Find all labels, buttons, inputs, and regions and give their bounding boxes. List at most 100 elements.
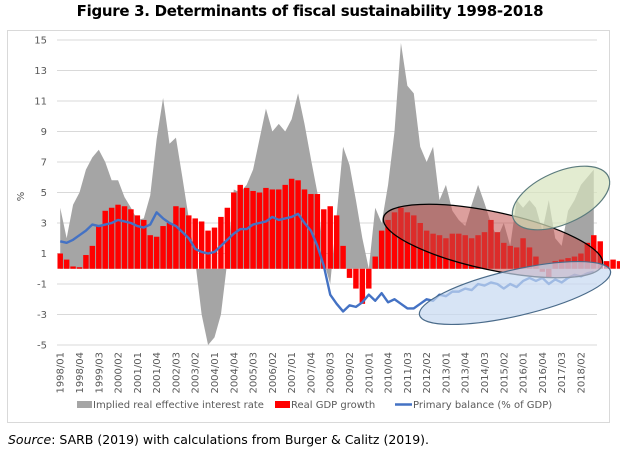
x-axis-ticks: 1998/01 1998/04 1999/03 2000/02 2001/01 2001/… xyxy=(56,352,588,394)
gdp-bar xyxy=(128,209,134,269)
x-tick-label: 2005/03 xyxy=(249,352,260,394)
gdp-bar xyxy=(346,268,353,278)
gdp-bar xyxy=(231,192,237,269)
gdp-bar xyxy=(96,226,102,269)
y-axis-label: % xyxy=(16,192,27,202)
x-tick-label: 2017/03 xyxy=(557,352,568,394)
gdp-bar xyxy=(192,218,198,269)
gdp-bar xyxy=(276,189,282,269)
gdp-bar xyxy=(121,206,128,269)
x-tick-label: 2013/01 xyxy=(441,352,452,394)
gdp-bar xyxy=(353,268,359,289)
annotation-ellipses xyxy=(382,165,612,326)
x-tick-label: 2010/04 xyxy=(384,352,395,394)
y-tick-label: -3 xyxy=(37,310,47,321)
x-tick-label: 2018/02 xyxy=(576,352,587,394)
gdp-bar xyxy=(288,178,295,269)
gdp-bar xyxy=(321,209,327,269)
source-note: Source: SARB (2019) with calculations fr… xyxy=(8,432,429,447)
x-tick-label: 2014/03 xyxy=(480,352,491,394)
x-tick-label: 2007/01 xyxy=(287,352,298,394)
gdp-bar xyxy=(314,194,321,269)
y-tick-label: 13 xyxy=(34,66,47,77)
annotation-ellipse-green xyxy=(511,165,611,231)
x-tick-label: 2001/01 xyxy=(133,352,144,394)
gdp-bar xyxy=(340,245,346,269)
legend: Implied real effective interest rate Rea… xyxy=(77,400,552,411)
gdp-bar xyxy=(211,227,218,269)
legend-swatch-gdp xyxy=(275,401,290,408)
legend-label-interest: Implied real effective interest rate xyxy=(93,400,264,411)
gdp-bar xyxy=(327,206,333,269)
x-tick-label: 2004/04 xyxy=(229,352,240,394)
y-tick-label: -1 xyxy=(37,280,47,291)
gdp-bar xyxy=(83,255,89,269)
gdp-bar xyxy=(179,207,186,269)
y-tick-label: 11 xyxy=(34,97,47,108)
legend-label-primary-balance: Primary balance (% of GDP) xyxy=(413,400,552,411)
y-axis-ticks: 15 13 11 9 7 5 3 1 -1 -3 -5 xyxy=(34,36,47,352)
legend-label-gdp: Real GDP growth xyxy=(291,400,375,411)
gdp-bar xyxy=(134,215,141,269)
gdp-bar xyxy=(372,256,378,269)
gdp-bar xyxy=(269,189,276,269)
x-tick-label: 1998/04 xyxy=(75,352,86,394)
gdp-bar xyxy=(205,230,211,269)
y-tick-label: 1 xyxy=(41,249,47,260)
gdp-bar xyxy=(153,236,160,269)
interest-rate-area-path xyxy=(60,43,594,346)
y-tick-label: 9 xyxy=(41,127,47,138)
gdp-bar xyxy=(256,192,263,269)
gdp-bar xyxy=(282,184,288,269)
gdp-bar xyxy=(166,223,173,269)
source-label: Source xyxy=(8,432,52,447)
gdp-bar xyxy=(141,219,147,269)
gdp-bar xyxy=(295,180,301,269)
gdp-bar xyxy=(147,235,153,269)
source-text: : SARB (2019) with calculations from Bur… xyxy=(51,432,429,447)
chart-frame xyxy=(7,30,610,423)
gdp-bar xyxy=(263,187,269,269)
x-tick-label: 2007/04 xyxy=(306,352,317,394)
x-tick-label: 1998/01 xyxy=(56,352,67,394)
x-tick-label: 1999/03 xyxy=(94,352,105,394)
y-tick-label: 5 xyxy=(41,188,47,199)
gdp-bar xyxy=(250,190,256,269)
gdp-bar xyxy=(385,219,391,269)
x-tick-label: 2012/02 xyxy=(422,352,433,394)
x-tick-label: 2009/02 xyxy=(345,352,356,394)
x-tick-label: 2008/03 xyxy=(326,352,337,394)
x-tick-label: 2011/03 xyxy=(403,352,414,394)
x-tick-label: 2016/04 xyxy=(538,352,549,394)
y-tick-label: 3 xyxy=(41,219,47,230)
gdp-bar xyxy=(102,210,108,269)
y-tick-label: 15 xyxy=(34,36,47,47)
y-tick-label: -5 xyxy=(37,341,47,352)
x-tick-label: 2013/04 xyxy=(461,352,472,394)
interest-rate-area xyxy=(60,43,594,346)
x-tick-label: 2000/02 xyxy=(114,352,125,394)
x-tick-label: 2010/01 xyxy=(364,352,375,394)
gdp-bar xyxy=(63,259,70,269)
gdp-bar xyxy=(603,261,610,269)
gdp-bar xyxy=(89,245,96,269)
gdp-bar xyxy=(610,259,616,269)
gdp-bar xyxy=(76,267,83,269)
x-tick-label: 2003/02 xyxy=(191,352,202,394)
x-tick-label: 2004/01 xyxy=(210,352,221,394)
gdp-bar xyxy=(366,268,372,289)
x-tick-label: 2001/04 xyxy=(152,352,163,394)
gdp-bar xyxy=(108,207,115,269)
gdp-bar xyxy=(186,215,192,269)
gdp-bar xyxy=(115,204,121,269)
gdp-bar xyxy=(218,216,224,269)
gdp-bar xyxy=(616,261,620,269)
gdp-bar xyxy=(160,226,166,269)
y-tick-label: 7 xyxy=(41,158,47,169)
gdp-bar xyxy=(359,268,366,304)
gdp-bar xyxy=(70,266,76,269)
gdp-bar xyxy=(391,212,398,269)
gdp-bar xyxy=(301,189,308,269)
x-tick-label: 2015/02 xyxy=(499,352,510,394)
